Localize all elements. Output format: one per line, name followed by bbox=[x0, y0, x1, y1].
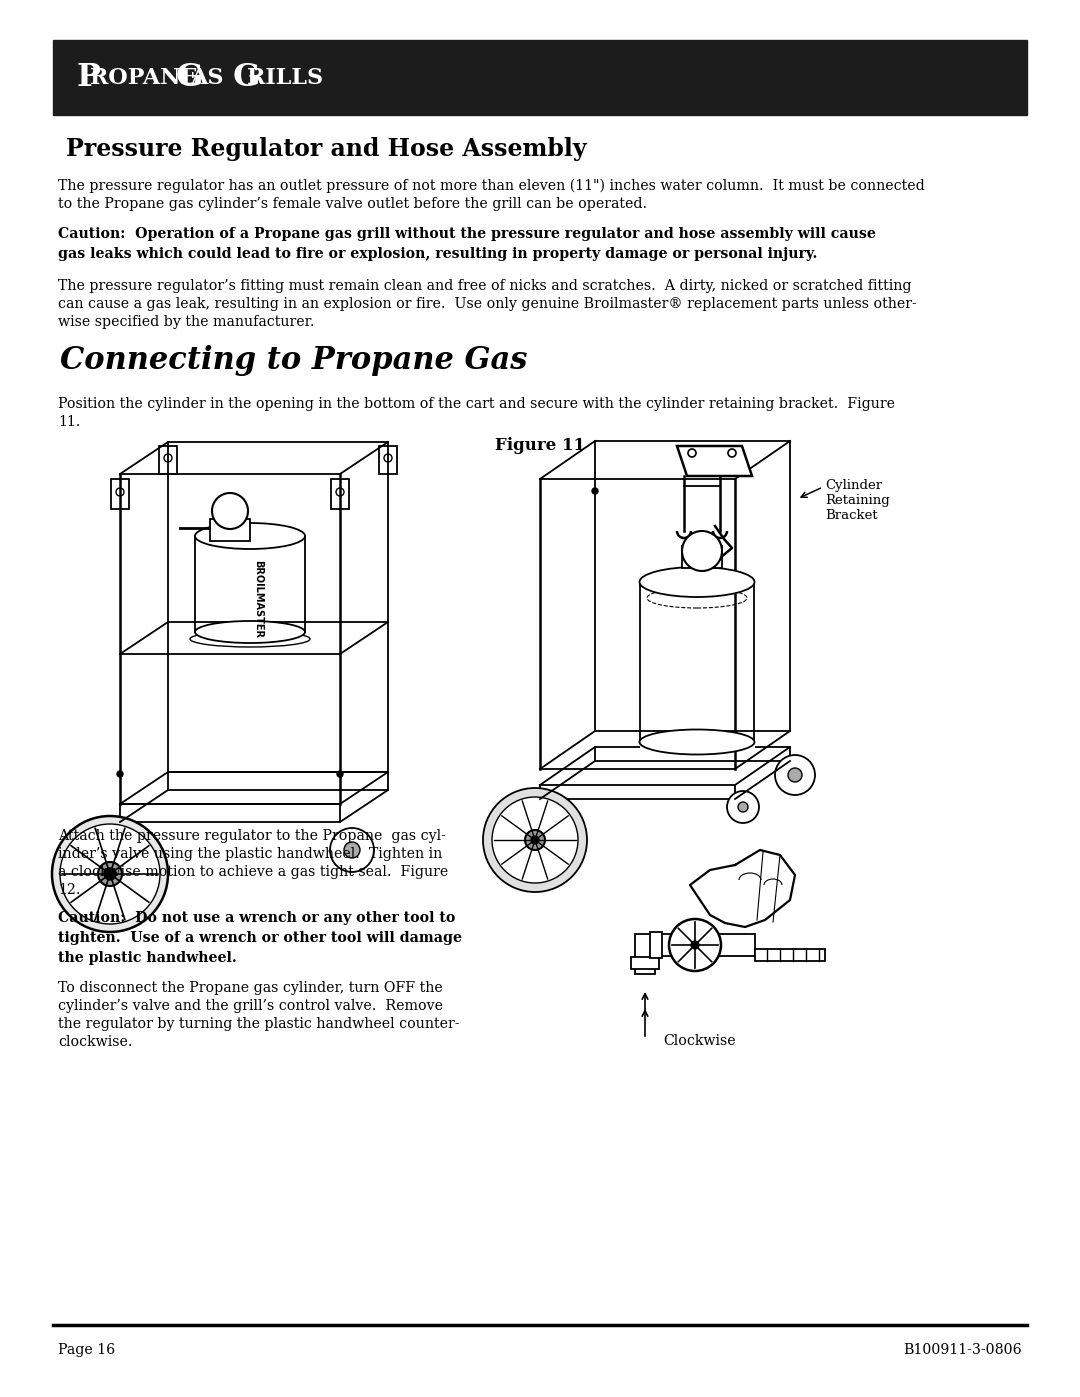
Circle shape bbox=[690, 940, 700, 950]
Text: to the Propane gas cylinder’s female valve outlet before the grill can be operat: to the Propane gas cylinder’s female val… bbox=[58, 197, 647, 211]
Bar bbox=[111, 479, 129, 509]
Text: ROPANE: ROPANE bbox=[90, 67, 198, 88]
Text: Connecting to Propane Gas: Connecting to Propane Gas bbox=[60, 345, 527, 376]
Text: clockwise.: clockwise. bbox=[58, 1035, 133, 1049]
Text: wise specified by the manufacturer.: wise specified by the manufacturer. bbox=[58, 314, 314, 330]
Circle shape bbox=[592, 488, 598, 495]
Ellipse shape bbox=[195, 522, 305, 549]
Text: P: P bbox=[76, 61, 100, 94]
Ellipse shape bbox=[639, 729, 755, 754]
Polygon shape bbox=[677, 446, 752, 476]
Bar bbox=[650, 932, 662, 958]
Circle shape bbox=[483, 788, 588, 893]
Bar bbox=[640, 569, 755, 754]
Circle shape bbox=[275, 529, 281, 535]
Bar bbox=[595, 747, 789, 761]
Bar bbox=[195, 524, 305, 644]
Bar bbox=[755, 949, 825, 961]
Text: the plastic handwheel.: the plastic handwheel. bbox=[58, 951, 237, 965]
Text: 12.: 12. bbox=[58, 883, 81, 897]
Bar bbox=[681, 546, 723, 569]
Text: tighten.  Use of a wrench or other tool will damage: tighten. Use of a wrench or other tool w… bbox=[58, 930, 462, 944]
Circle shape bbox=[727, 791, 759, 823]
Circle shape bbox=[669, 919, 721, 971]
Text: a clockwise motion to achieve a gas tight seal.  Figure: a clockwise motion to achieve a gas tigh… bbox=[58, 865, 448, 879]
Text: RILLS: RILLS bbox=[247, 67, 323, 88]
Circle shape bbox=[531, 835, 539, 844]
Text: The pressure regulator’s fitting must remain clean and free of nicks and scratch: The pressure regulator’s fitting must re… bbox=[58, 279, 912, 293]
Text: B100911-3-0806: B100911-3-0806 bbox=[903, 1343, 1022, 1356]
Text: cylinder’s valve and the grill’s control valve.  Remove: cylinder’s valve and the grill’s control… bbox=[58, 999, 443, 1013]
Text: 11.: 11. bbox=[58, 415, 80, 429]
Bar bbox=[635, 935, 654, 974]
Text: gas leaks which could lead to fire or explosion, resulting in property damage or: gas leaks which could lead to fire or ex… bbox=[58, 247, 818, 261]
Bar bbox=[159, 446, 177, 474]
Bar bbox=[540, 785, 735, 799]
Text: G: G bbox=[233, 61, 260, 94]
Text: To disconnect the Propane gas cylinder, turn OFF the: To disconnect the Propane gas cylinder, … bbox=[58, 981, 443, 995]
Ellipse shape bbox=[639, 567, 755, 597]
Circle shape bbox=[345, 842, 360, 858]
Bar bbox=[654, 935, 755, 956]
Text: G: G bbox=[176, 61, 203, 94]
Circle shape bbox=[60, 824, 160, 923]
Circle shape bbox=[52, 816, 168, 932]
Text: Page 16: Page 16 bbox=[58, 1343, 116, 1356]
Bar bbox=[330, 479, 349, 509]
Text: inder’s valve using the plastic handwheel.  Tighten in: inder’s valve using the plastic handwhee… bbox=[58, 847, 442, 861]
Circle shape bbox=[525, 830, 545, 849]
Circle shape bbox=[212, 493, 248, 529]
Circle shape bbox=[337, 771, 343, 777]
Text: the regulator by turning the plastic handwheel counter-: the regulator by turning the plastic han… bbox=[58, 1017, 459, 1031]
Text: Cylinder: Cylinder bbox=[825, 479, 882, 492]
Text: Caution:  Operation of a Propane gas grill without the pressure regulator and ho: Caution: Operation of a Propane gas gril… bbox=[58, 226, 876, 242]
Circle shape bbox=[104, 868, 116, 880]
Bar bbox=[53, 41, 1027, 115]
Ellipse shape bbox=[195, 622, 305, 643]
Circle shape bbox=[788, 768, 802, 782]
Text: Position the cylinder in the opening in the bottom of the cart and secure with t: Position the cylinder in the opening in … bbox=[58, 397, 895, 411]
Text: Attach the pressure regulator to the Propane  gas cyl-: Attach the pressure regulator to the Pro… bbox=[58, 828, 446, 842]
Circle shape bbox=[775, 754, 815, 795]
Text: Pressure Regulator and Hose Assembly: Pressure Regulator and Hose Assembly bbox=[66, 137, 586, 161]
Circle shape bbox=[492, 798, 578, 883]
Text: Figure 11: Figure 11 bbox=[495, 437, 585, 454]
Bar bbox=[210, 520, 249, 541]
Bar bbox=[168, 773, 388, 789]
Circle shape bbox=[330, 828, 374, 872]
Circle shape bbox=[117, 771, 123, 777]
Bar bbox=[631, 957, 659, 970]
Text: can cause a gas leak, resulting in an explosion or fire.  Use only genuine Broil: can cause a gas leak, resulting in an ex… bbox=[58, 298, 917, 312]
Circle shape bbox=[681, 531, 723, 571]
Text: BROILMASTER: BROILMASTER bbox=[253, 560, 264, 638]
Text: Bracket: Bracket bbox=[825, 509, 878, 522]
Text: Clockwise: Clockwise bbox=[664, 1034, 737, 1048]
Bar bbox=[379, 446, 397, 474]
Text: AS: AS bbox=[190, 67, 224, 88]
Circle shape bbox=[738, 802, 748, 812]
Text: Retaining: Retaining bbox=[825, 495, 890, 507]
Circle shape bbox=[98, 862, 122, 886]
Bar bbox=[120, 805, 340, 821]
Text: Caution:  Do not use a wrench or any other tool to: Caution: Do not use a wrench or any othe… bbox=[58, 911, 456, 925]
Text: The pressure regulator has an outlet pressure of not more than eleven (11") inch: The pressure regulator has an outlet pre… bbox=[58, 179, 924, 193]
